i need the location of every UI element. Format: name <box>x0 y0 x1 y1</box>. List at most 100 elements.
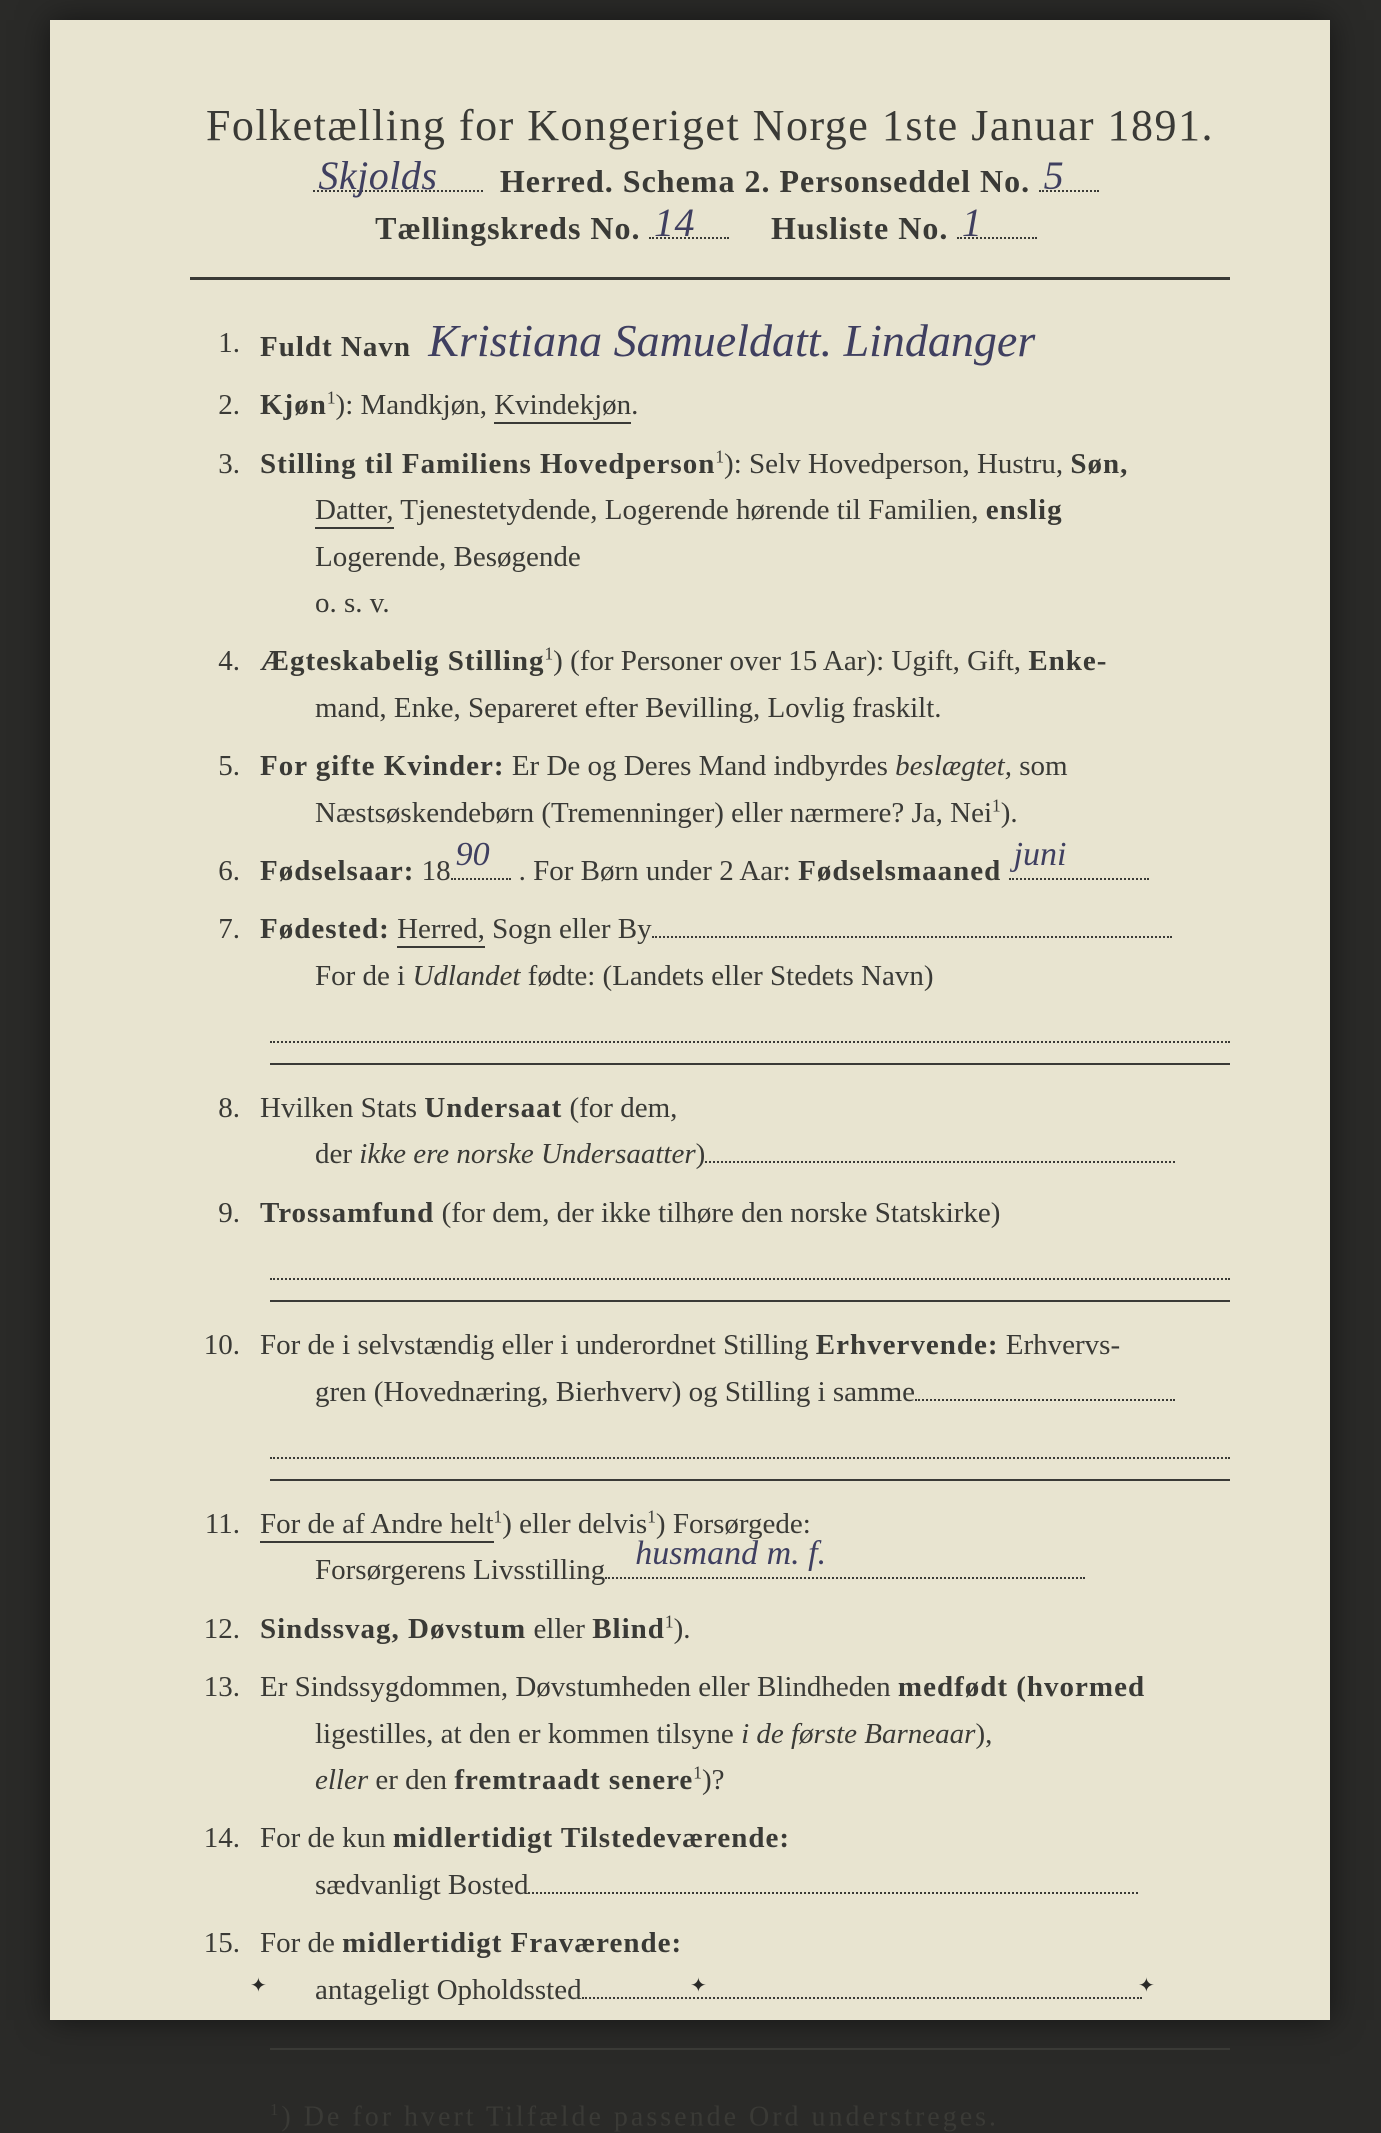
kreds-label: Tællingskreds No. <box>375 210 640 246</box>
item-10-line1a: For de i selvstændig eller i underordnet… <box>260 1329 816 1361</box>
item-8-body: Hvilken Stats Undersaat (for dem, der ik… <box>260 1085 1230 1178</box>
item-7-rest: Sogn eller By <box>485 913 652 945</box>
item-13-sup: 1 <box>693 1762 702 1782</box>
item-13-indent2: eller er den fremtraadt senere1)? <box>260 1757 1230 1803</box>
item-5: 5. For gifte Kvinder: Er De og Deres Man… <box>190 743 1230 836</box>
item-1-num: 1. <box>190 320 260 370</box>
item-3: 3. Stilling til Familiens Hovedperson1):… <box>190 441 1230 627</box>
item-8-line1a: Hvilken Stats <box>260 1092 424 1124</box>
item-9-line1: (for dem, der ikke tilhøre den norske St… <box>434 1197 1000 1229</box>
item-4-indent1: mand, Enke, Separeret efter Bevilling, L… <box>260 685 1230 731</box>
header-divider <box>190 277 1230 280</box>
item-4-label: Ægteskabelig Stilling <box>260 645 544 677</box>
item-3-line1: ): Selv Hovedperson, Hustru, <box>724 448 1070 480</box>
item-1-body: Fuldt Navn Kristiana Samueldatt. Lindang… <box>260 320 1230 370</box>
item-13-num: 13. <box>190 1664 260 1803</box>
item-12-sup: 1 <box>665 1611 674 1631</box>
item-6-label2: Fødselsmaaned <box>798 855 1001 887</box>
item-3-datter: Datter, <box>315 494 394 529</box>
item-2-text-b: . <box>631 389 638 421</box>
item-11-num: 11. <box>190 1501 260 1594</box>
item-11-mid: ) eller delvis <box>502 1508 647 1540</box>
item-14-body: For de kun midlertidigt Tilstedeværende:… <box>260 1815 1230 1908</box>
item-9-bold: Trossamfund <box>260 1197 434 1229</box>
kreds-no: 14 <box>654 205 695 241</box>
item-3-sup: 1 <box>715 446 724 466</box>
item-6-label: Fødselsaar: <box>260 855 414 887</box>
item-13-indent2-a: er den <box>368 1764 454 1796</box>
mid-divider-1 <box>270 1063 1230 1065</box>
item-12-bold: Sindssvag, Døvstum <box>260 1613 526 1645</box>
item-5-indent1: Næstsøskendebørn (Tremenninger) eller næ… <box>260 790 1230 836</box>
item-15-bold: midlertidigt Fraværende: <box>342 1927 682 1959</box>
item-13-line1: Er Sindssygdommen, Døvstumheden eller Bl… <box>260 1671 898 1703</box>
item-13-bold2: fremtraadt senere <box>454 1764 693 1796</box>
item-4-bold1: Enke- <box>1028 645 1107 677</box>
item-8-italic: ikke ere norske Undersaatter <box>359 1138 695 1170</box>
personseddel-no: 5 <box>1044 158 1065 194</box>
item-13: 13. Er Sindssygdommen, Døvstumheden elle… <box>190 1664 1230 1803</box>
item-6-num: 6. <box>190 848 260 894</box>
item-12-tail: ). <box>674 1613 691 1645</box>
item-4-sup: 1 <box>544 644 553 664</box>
item-11-sup2: 1 <box>647 1506 656 1526</box>
husliste-no: 1 <box>962 205 983 241</box>
sub-header-line-1: Skjolds Herred. Schema 2. Personseddel N… <box>190 163 1230 200</box>
item-5-line1: Er De og Deres Mand indbyrdes <box>505 750 896 782</box>
item-1: 1. Fuldt Navn Kristiana Samueldatt. Lind… <box>190 320 1230 370</box>
item-6-month-hand: juni <box>1014 828 1067 882</box>
item-2-label: Kjøn <box>260 389 327 421</box>
item-4-body: Ægteskabelig Stilling1) (for Personer ov… <box>260 638 1230 731</box>
item-11-under: For de af Andre helt <box>260 1508 494 1543</box>
item-10-num: 10. <box>190 1322 260 1415</box>
item-14-num: 14. <box>190 1815 260 1908</box>
item-3-indent3: o. s. v. <box>260 580 1230 626</box>
item-6-year-hand: 90 <box>456 828 490 882</box>
item-3-indent1-rest: Tjenestetydende, Logerende hørende til F… <box>394 494 986 526</box>
item-5-label: For gifte Kvinder: <box>260 750 505 782</box>
item-15: 15. For de midlertidigt Fraværende: anta… <box>190 1920 1230 2013</box>
item-11-body: For de af Andre helt1) eller delvis1) Fo… <box>260 1501 1230 1594</box>
item-5-sup2: 1 <box>992 795 1001 815</box>
item-13-italic1: i de første Barneaar <box>741 1718 975 1750</box>
item-11-indent1: Forsørgerens Livsstillinghusmand m. f. <box>260 1547 1230 1593</box>
item-3-num: 3. <box>190 441 260 627</box>
item-3-indent1: Datter, Tjenestetydende, Logerende høren… <box>260 487 1230 533</box>
item-15-indent1-text: antageligt Opholdssted <box>315 1974 582 2006</box>
item-12-bold2: Blind <box>592 1613 665 1645</box>
line2-printed: Herred. Schema 2. Personseddel No. <box>500 163 1030 199</box>
item-6-month-blank: juni <box>1009 878 1149 880</box>
item-12: 12. Sindssvag, Døvstum eller Blind1). <box>190 1606 1230 1652</box>
item-7-italic: Udlandet <box>412 960 520 992</box>
item-3-bold1: Søn, <box>1070 448 1128 480</box>
item-14-bold: midlertidigt Tilstedeværende: <box>393 1822 790 1854</box>
item-5-body: For gifte Kvinder: Er De og Deres Mand i… <box>260 743 1230 836</box>
item-13-tail: )? <box>702 1764 725 1796</box>
item-2-num: 2. <box>190 382 260 428</box>
item-1-label: Fuldt Navn <box>260 331 411 363</box>
item-8-dots <box>705 1132 1175 1164</box>
item-14-indent1: sædvanligt Bosted <box>260 1862 1230 1908</box>
item-1-name-hand: Kristiana Samueldatt. Lindanger <box>428 320 1035 361</box>
item-7-indent1-a: For de i <box>315 960 412 992</box>
mid-divider-3 <box>270 1479 1230 1481</box>
footer-divider <box>270 2048 1230 2050</box>
item-7-num: 7. <box>190 906 260 999</box>
item-10-dots <box>915 1369 1175 1401</box>
husliste-blank: 1 <box>957 237 1037 239</box>
item-9-dotted-full <box>270 1248 1230 1280</box>
item-13-indent1: ligestilles, at den er kommen tilsyne i … <box>260 1711 1230 1757</box>
item-6-body: Fødselsaar: 1890. For Børn under 2 Aar: … <box>260 848 1230 894</box>
mid-divider-2 <box>270 1300 1230 1302</box>
item-7-dots <box>652 906 1172 938</box>
item-6: 6. Fødselsaar: 1890. For Børn under 2 Aa… <box>190 848 1230 894</box>
item-10-indent1: gren (Hovednæring, Bierhverv) og Stillin… <box>260 1369 1230 1415</box>
item-4: 4. Ægteskabelig Stilling1) (for Personer… <box>190 638 1230 731</box>
item-10-indent1-text: gren (Hovednæring, Bierhverv) og Stillin… <box>315 1376 915 1408</box>
item-13-bold1: medfødt (hvormed <box>898 1671 1145 1703</box>
item-15-line1: For de <box>260 1927 342 1959</box>
item-11-sup1: 1 <box>494 1506 503 1526</box>
item-5-italic: beslægtet, <box>895 750 1012 782</box>
register-mark-center: ✦ <box>690 1973 702 1985</box>
item-7-indent1: For de i Udlandet fødte: (Landets eller … <box>260 953 1230 999</box>
